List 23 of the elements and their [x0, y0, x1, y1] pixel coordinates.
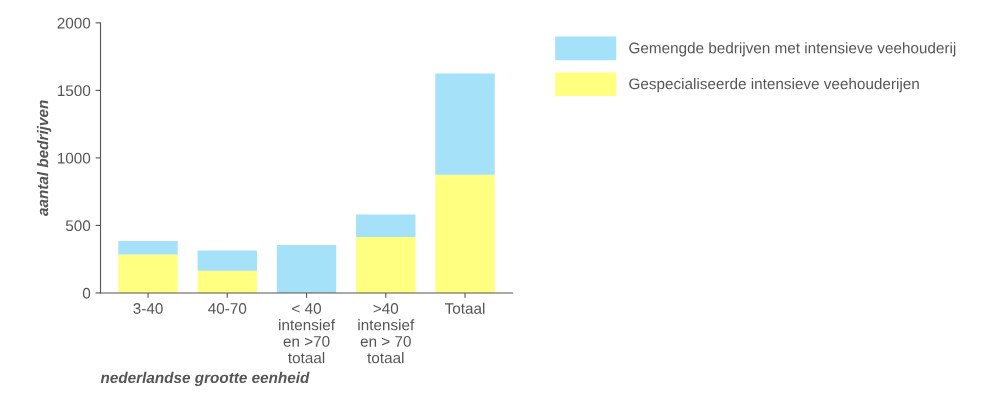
y-tick-label: 500	[65, 220, 91, 232]
bar	[197, 270, 257, 293]
y-axis-title: aantal bedrijven	[37, 100, 52, 216]
legend-label: Gespecialiseerde intensieve veehouderijen	[629, 78, 919, 93]
y-tick-label: 1500	[57, 85, 91, 97]
legend-label: Gemengde bedrijven met intensieve veehouderij	[629, 42, 956, 57]
x-tick-label: Totaal	[444, 302, 485, 314]
x-tick-label: 3-40	[133, 303, 163, 314]
bar	[197, 250, 257, 271]
bar	[118, 254, 178, 293]
bar	[435, 174, 495, 293]
x-tick-label: < 40 intensief en >70 totaal	[279, 303, 335, 364]
x-tick-label: >40 intensief en > 70 totaal	[358, 303, 415, 364]
bar	[276, 245, 337, 293]
bar	[435, 73, 495, 175]
y-tick-label: 2000	[57, 17, 91, 29]
x-axis-title: nederlandse grootte eenheid	[100, 371, 310, 387]
bar	[118, 240, 178, 255]
x-tick-label: 40-70	[208, 303, 247, 314]
y-tick-label: 1000	[57, 152, 91, 164]
y-tick-label: 0	[82, 287, 91, 299]
bar	[356, 236, 416, 293]
bar	[356, 214, 416, 237]
